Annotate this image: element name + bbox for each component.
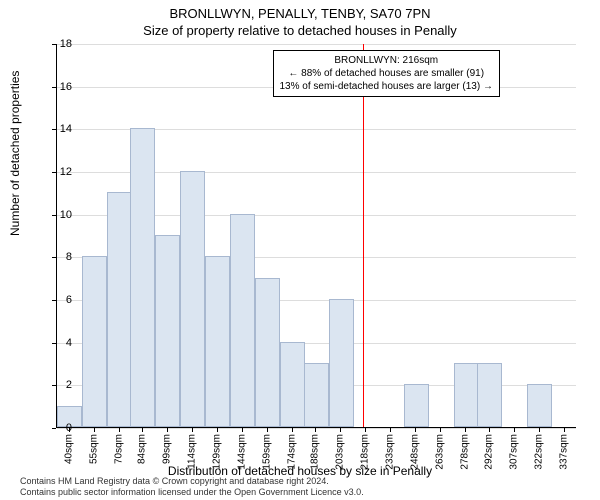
xtick-mark [440, 428, 441, 432]
histogram-bar [82, 256, 107, 427]
annotation-line: 13% of semi-detached houses are larger (… [280, 80, 493, 93]
histogram-bar [205, 256, 230, 427]
footer-line: Contains HM Land Registry data © Crown c… [20, 476, 364, 487]
ytick-mark [52, 257, 56, 258]
histogram-bar [404, 384, 429, 427]
xtick-label: 188sqm [310, 434, 321, 470]
xtick-mark [539, 428, 540, 432]
histogram-bar [304, 363, 329, 427]
histogram-bar [329, 299, 354, 427]
histogram-bar [477, 363, 502, 427]
ytick-mark [52, 385, 56, 386]
xtick-mark [242, 428, 243, 432]
gridline [57, 44, 576, 45]
histogram-bar [527, 384, 552, 427]
plot-area [56, 44, 576, 428]
xtick-mark [94, 428, 95, 432]
gridline [57, 428, 576, 429]
xtick-mark [292, 428, 293, 432]
xtick-label: 278sqm [460, 434, 471, 470]
footer-line: Contains public sector information licen… [20, 487, 364, 498]
histogram-bar [180, 171, 205, 427]
y-axis-label: Number of detached properties [8, 71, 22, 236]
xtick-mark [465, 428, 466, 432]
xtick-label: 174sqm [286, 434, 297, 470]
ytick-mark [52, 44, 56, 45]
xtick-label: 84sqm [136, 434, 147, 464]
xtick-label: 114sqm [186, 434, 197, 469]
xtick-mark [142, 428, 143, 432]
xtick-label: 203sqm [335, 434, 346, 470]
xtick-mark [119, 428, 120, 432]
xtick-mark [340, 428, 341, 432]
histogram-bar [230, 214, 255, 427]
xtick-mark [192, 428, 193, 432]
xtick-label: 263sqm [435, 434, 446, 470]
xtick-label: 55sqm [88, 434, 99, 464]
histogram-bar [155, 235, 180, 427]
xtick-label: 70sqm [113, 434, 124, 464]
xtick-mark [564, 428, 565, 432]
chart-title-main: BRONLLWYN, PENALLY, TENBY, SA70 7PN [0, 0, 600, 21]
xtick-label: 99sqm [161, 434, 172, 464]
xtick-label: 40sqm [63, 434, 74, 464]
footer-attribution: Contains HM Land Registry data © Crown c… [20, 476, 364, 498]
ytick-mark [52, 428, 56, 429]
annotation-line: ← 88% of detached houses are smaller (91… [280, 67, 493, 80]
xtick-mark [390, 428, 391, 432]
ytick-mark [52, 300, 56, 301]
xtick-mark [167, 428, 168, 432]
reference-line [363, 44, 364, 427]
ytick-mark [52, 172, 56, 173]
xtick-label: 307sqm [508, 434, 519, 470]
histogram-bar [280, 342, 305, 427]
xtick-mark [365, 428, 366, 432]
histogram-bar [107, 192, 132, 427]
ytick-mark [52, 215, 56, 216]
xtick-mark [315, 428, 316, 432]
ytick-mark [52, 87, 56, 88]
xtick-mark [69, 428, 70, 432]
xtick-label: 233sqm [385, 434, 396, 470]
xtick-label: 159sqm [261, 434, 272, 470]
xtick-label: 248sqm [410, 434, 421, 470]
ytick-mark [52, 129, 56, 130]
chart-title-sub: Size of property relative to detached ho… [0, 21, 600, 38]
xtick-mark [489, 428, 490, 432]
annotation-box: BRONLLWYN: 216sqm← 88% of detached house… [273, 50, 500, 97]
xtick-label: 322sqm [533, 434, 544, 470]
xtick-label: 129sqm [211, 434, 222, 470]
xtick-mark [217, 428, 218, 432]
xtick-label: 144sqm [236, 434, 247, 470]
xtick-label: 337sqm [558, 434, 569, 470]
xtick-label: 292sqm [483, 434, 494, 470]
xtick-mark [514, 428, 515, 432]
ytick-mark [52, 343, 56, 344]
annotation-line: BRONLLWYN: 216sqm [280, 54, 493, 67]
xtick-mark [267, 428, 268, 432]
histogram-bar [454, 363, 479, 427]
histogram-bar [130, 128, 155, 427]
xtick-label: 218sqm [360, 434, 371, 470]
histogram-bar [255, 278, 280, 427]
xtick-mark [415, 428, 416, 432]
